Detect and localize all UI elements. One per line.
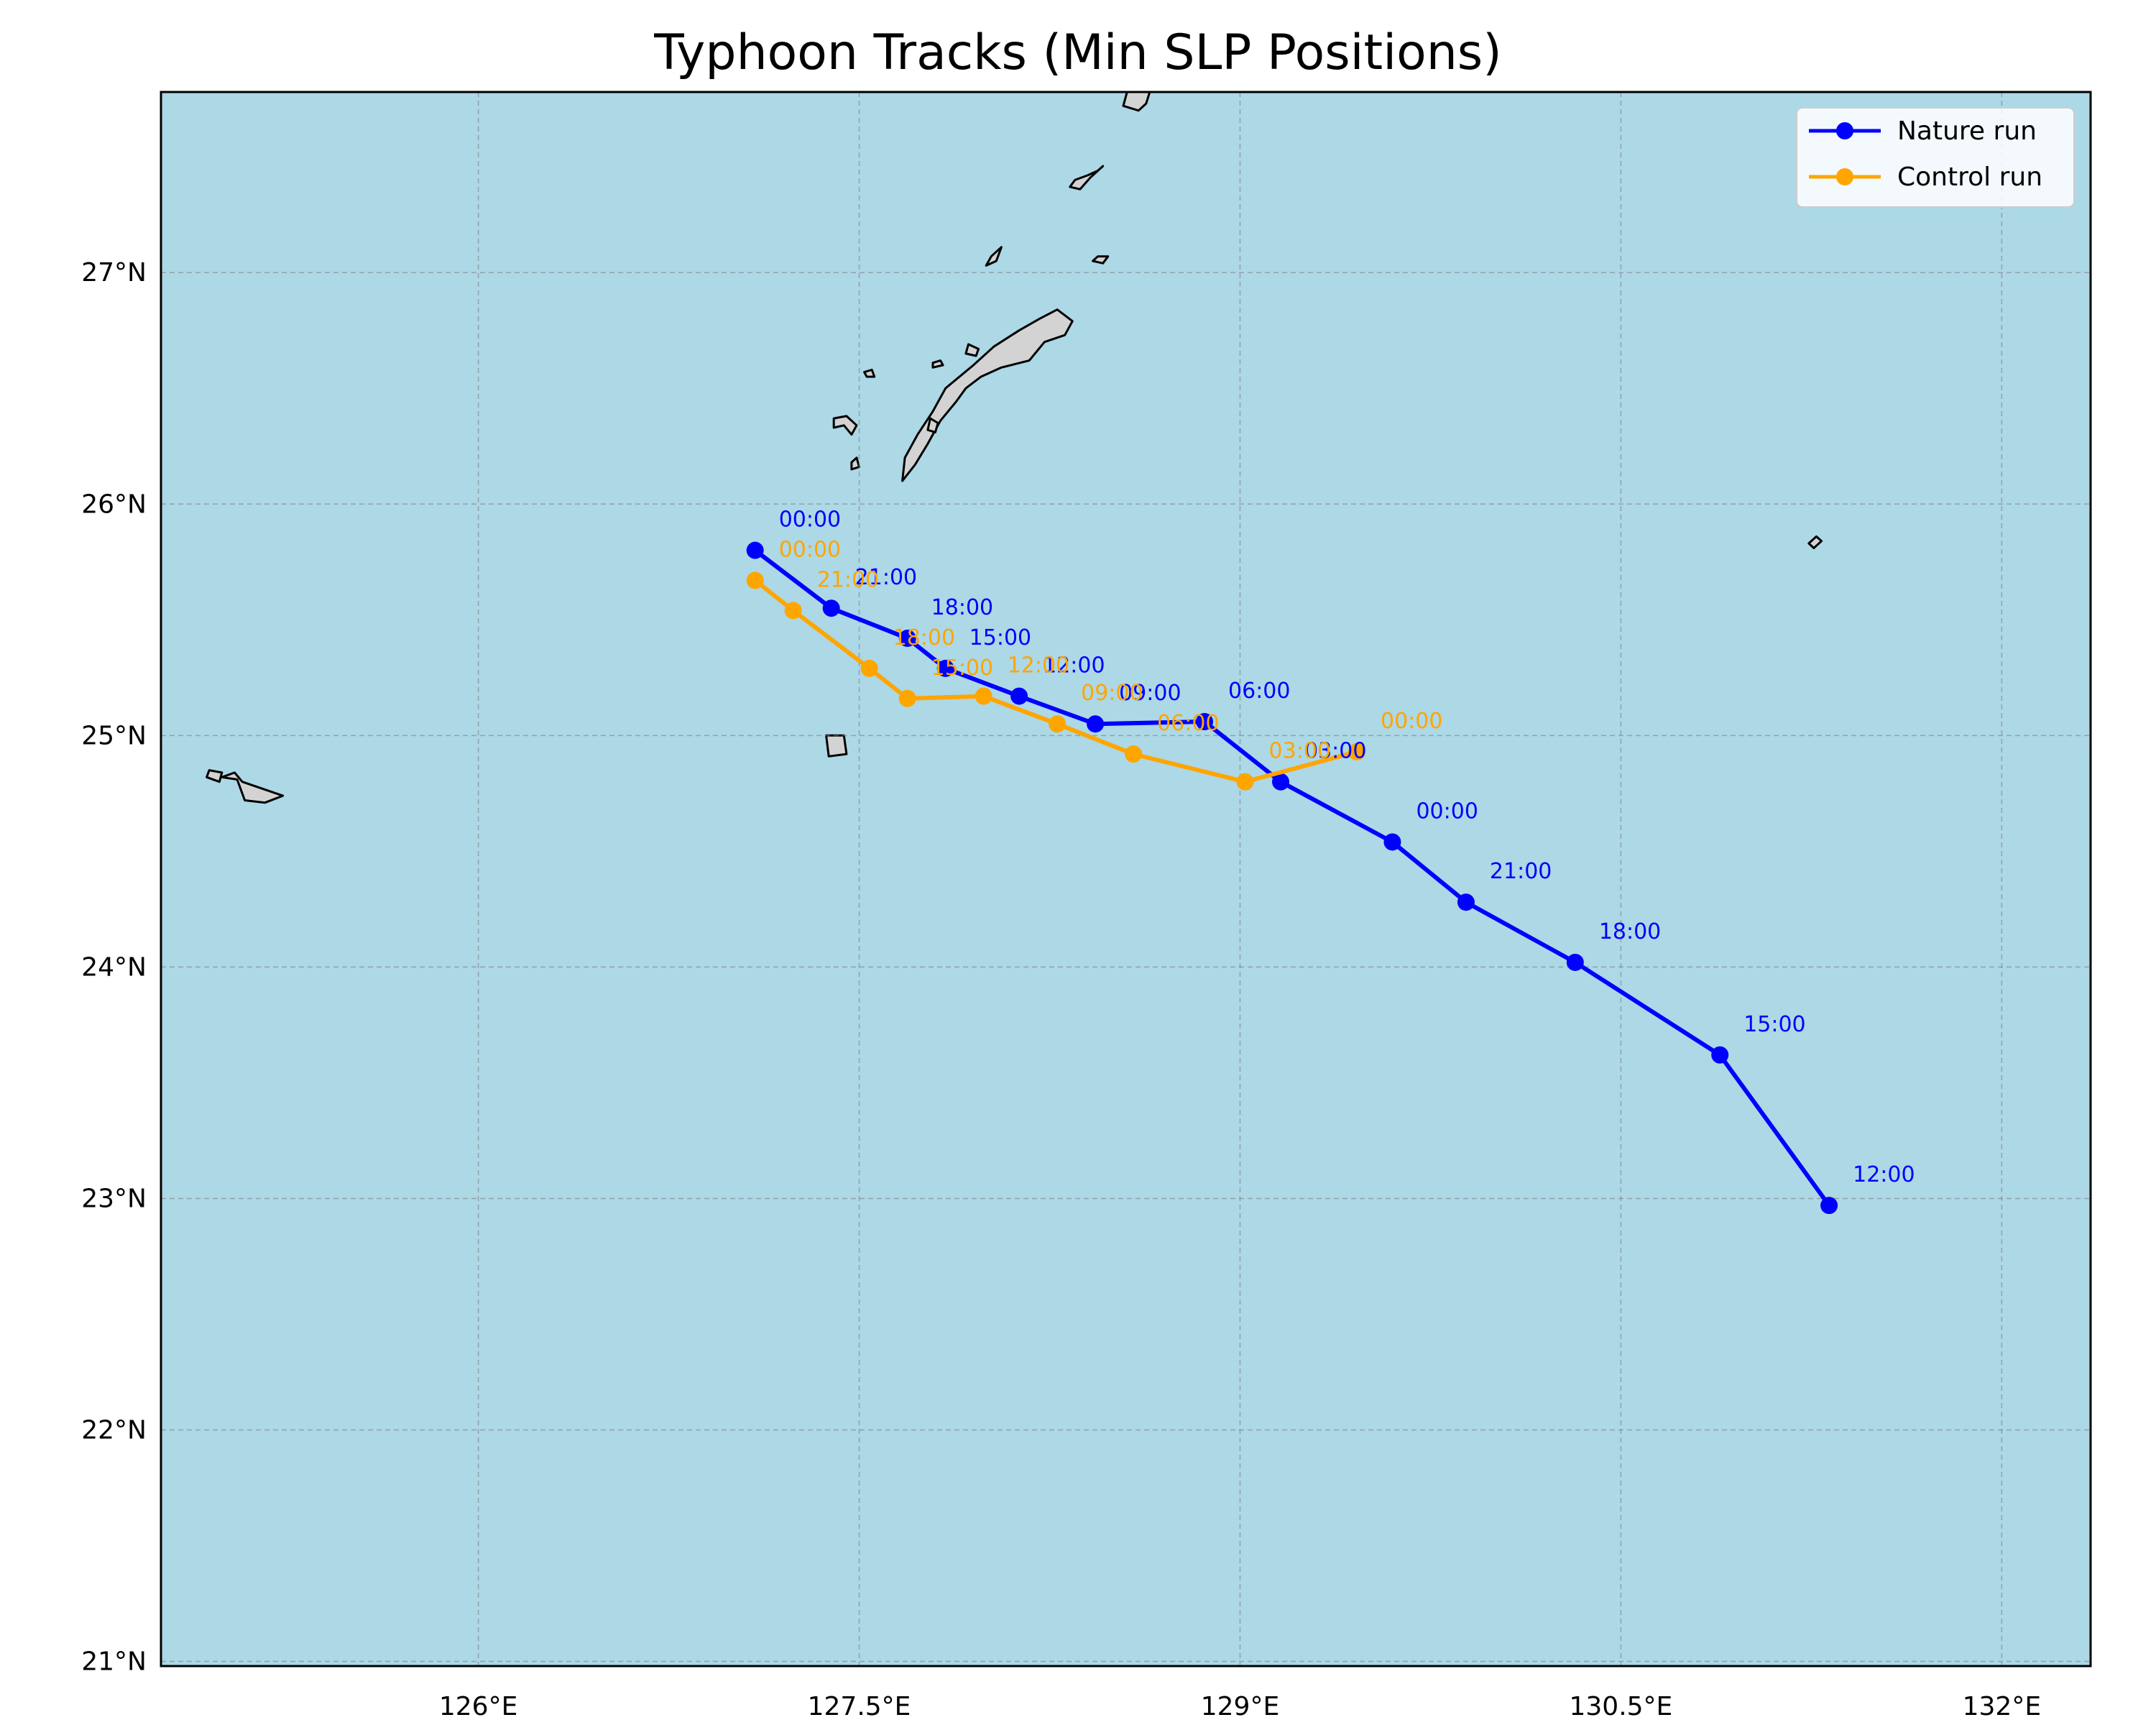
track-point-control-run xyxy=(860,659,878,677)
track-point-control-run xyxy=(975,687,992,705)
latitude-tick-label: 26°N xyxy=(81,489,147,519)
latitude-tick-label: 22°N xyxy=(81,1416,147,1445)
track-point-control-run xyxy=(1236,773,1254,791)
track-point-nature-run xyxy=(1566,953,1584,971)
time-label-control-run: 03:00 xyxy=(1269,739,1331,764)
time-label-nature-run: 09:00 xyxy=(1119,681,1181,706)
time-label-nature-run: 12:00 xyxy=(1853,1162,1915,1187)
time-label-nature-run: 00:00 xyxy=(779,507,841,533)
track-point-nature-run xyxy=(898,630,916,648)
track-point-nature-run xyxy=(1087,715,1105,733)
longitude-tick-label: 132°E xyxy=(1963,1692,2041,1721)
track-point-nature-run xyxy=(1010,687,1028,705)
longitude-tick-label: 127.5°E xyxy=(808,1692,911,1721)
track-point-control-run xyxy=(898,689,916,707)
track-point-nature-run xyxy=(746,541,764,559)
island xyxy=(1122,92,1151,112)
time-label-nature-run: 00:00 xyxy=(1416,799,1478,824)
time-label-control-run: 15:00 xyxy=(931,656,993,681)
track-point-control-run xyxy=(746,571,764,589)
legend-marker-control-run xyxy=(1836,168,1853,185)
legend-entry-control-run: Control run xyxy=(1809,162,2042,192)
time-label-nature-run: 06:00 xyxy=(1228,678,1290,704)
track-point-nature-run xyxy=(936,659,954,677)
time-label-nature-run: 15:00 xyxy=(969,625,1031,650)
track-point-nature-run xyxy=(1383,833,1401,851)
island xyxy=(825,734,848,758)
time-label-control-run: 00:00 xyxy=(1381,709,1442,734)
longitude-ticks: 126°E 127.5°E 129°E 130.5°E 132°E xyxy=(439,1692,2041,1721)
time-label-nature-run: 21:00 xyxy=(855,565,917,590)
ocean-background xyxy=(161,92,2091,1666)
typhoon-tracks xyxy=(746,541,1838,1215)
latitude-tick-label: 27°N xyxy=(81,258,147,288)
time-label-control-run: 21:00 xyxy=(817,567,879,592)
island xyxy=(964,343,980,357)
map-frame xyxy=(160,91,2092,1668)
time-label-control-run: 06:00 xyxy=(1157,711,1219,736)
legend-marker-nature-run xyxy=(1836,122,1853,139)
latitude-tick-label: 25°N xyxy=(81,721,147,750)
longitude-tick-label: 129°E xyxy=(1201,1692,1279,1721)
island xyxy=(206,769,224,783)
map-title: Typhoon Tracks (Min SLP Positions) xyxy=(653,24,1502,81)
land-layer xyxy=(206,92,1823,804)
track-point-nature-run xyxy=(1457,893,1475,911)
island xyxy=(901,308,1074,482)
island xyxy=(832,415,858,436)
track-point-control-run xyxy=(1049,715,1067,733)
time-label-control-run: 18:00 xyxy=(893,625,955,650)
island xyxy=(985,246,1003,267)
track-point-nature-run xyxy=(822,599,840,617)
legend: Nature run Control run xyxy=(1796,107,2075,208)
latitude-tick-label: 21°N xyxy=(81,1647,147,1677)
track-point-nature-run xyxy=(1196,713,1214,730)
time-label-nature-run: 21:00 xyxy=(1490,859,1552,884)
track-point-nature-run xyxy=(1272,773,1290,791)
time-label-control-run: 12:00 xyxy=(1008,653,1069,678)
time-label-nature-run: 18:00 xyxy=(931,595,993,620)
longitude-tick-label: 126°E xyxy=(439,1692,517,1721)
legend-label-control-run: Control run xyxy=(1897,162,2042,192)
island xyxy=(931,359,944,369)
time-label-control-run: 09:00 xyxy=(1081,681,1143,706)
gridlines xyxy=(161,92,2091,1666)
island xyxy=(863,369,876,378)
latitude-tick-label: 24°N xyxy=(81,952,147,982)
island xyxy=(1092,255,1110,264)
track-point-nature-run xyxy=(1711,1046,1729,1064)
island xyxy=(221,771,285,804)
time-label-nature-run: 18:00 xyxy=(1599,919,1661,944)
island xyxy=(926,417,939,433)
track-point-nature-run xyxy=(1820,1197,1838,1215)
time-labels: 12:00 15:00 18:00 21:00 00:00 03:00 06:00 09:00… xyxy=(779,507,1915,1187)
track-point-control-run xyxy=(784,602,802,620)
island xyxy=(1807,535,1823,549)
time-label-nature-run: 12:00 xyxy=(1043,653,1105,678)
time-label-control-run: 00:00 xyxy=(779,538,841,563)
island xyxy=(1069,165,1105,190)
time-label-nature-run: 03:00 xyxy=(1304,739,1366,764)
longitude-tick-label: 130.5°E xyxy=(1570,1692,1673,1721)
track-point-control-run xyxy=(1348,742,1365,760)
legend-entry-nature-run: Nature run xyxy=(1809,116,2037,146)
time-label-nature-run: 15:00 xyxy=(1743,1012,1805,1037)
legend-label-nature-run: Nature run xyxy=(1897,116,2037,146)
track-point-control-run xyxy=(1125,745,1143,763)
latitude-tick-label: 23°N xyxy=(81,1184,147,1213)
latitude-ticks: 21°N 22°N 23°N 24°N 25°N 26°N 27°N xyxy=(81,258,147,1676)
